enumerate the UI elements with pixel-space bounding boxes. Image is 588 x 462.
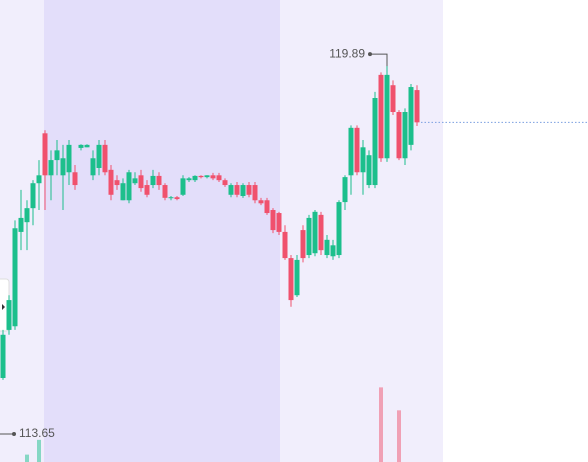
candle-body	[180, 178, 186, 195]
candle-body	[372, 98, 378, 186]
candle-body	[378, 74, 384, 159]
candle-body	[48, 160, 54, 176]
candle-body	[204, 175, 210, 178]
candle-body	[126, 172, 132, 201]
volume-bar	[25, 454, 29, 462]
candle-body	[120, 183, 126, 201]
candle-body	[132, 178, 138, 184]
candle-body	[246, 185, 252, 195]
candle-body	[66, 144, 72, 173]
candle-body	[324, 239, 330, 256]
candle-body	[366, 155, 372, 186]
candle-body	[42, 133, 48, 176]
volume-bar	[37, 439, 41, 462]
candle-body	[114, 180, 120, 186]
candle-body	[222, 180, 228, 186]
candle-body	[30, 183, 36, 209]
annotation-leader	[370, 53, 388, 67]
volume-bar	[397, 410, 401, 462]
candle-body	[108, 169, 114, 195]
candle-body	[156, 175, 162, 186]
candle-body	[234, 185, 240, 195]
candle-body	[270, 210, 276, 231]
candle-body	[174, 197, 180, 200]
candle-body	[306, 217, 312, 256]
volume-bar	[379, 387, 383, 462]
candle-body	[396, 112, 402, 159]
candle-body	[288, 258, 294, 301]
candle-body	[54, 150, 60, 161]
candle-body	[78, 144, 84, 148]
candle-body	[186, 178, 192, 181]
candle-body	[90, 158, 96, 176]
candle-body	[354, 127, 360, 173]
candle-body	[282, 231, 288, 259]
session-band	[44, 0, 280, 462]
candle-body	[0, 334, 6, 378]
candle-body	[138, 175, 144, 189]
candle-body	[216, 175, 222, 181]
annotation-label: 119.89	[329, 46, 365, 60]
candle-body	[312, 211, 318, 254]
candle-body	[384, 74, 390, 159]
candle-body	[330, 245, 336, 257]
candle-body	[144, 185, 150, 195]
candle-body	[228, 185, 234, 195]
candle-body	[240, 185, 246, 196]
candle-body	[348, 127, 354, 176]
annotation-label: 113.65	[19, 426, 55, 440]
candle-body	[96, 144, 102, 168]
candle-body	[300, 230, 306, 259]
candle-body	[60, 158, 66, 176]
candle-body	[198, 175, 204, 178]
candle-body	[12, 228, 18, 327]
candle-body	[72, 172, 78, 186]
candle-body	[318, 214, 324, 251]
candle-body	[276, 213, 282, 232]
candle-body	[84, 144, 90, 148]
candle-body	[294, 259, 300, 296]
annotation-dot	[12, 432, 16, 436]
candle-body	[168, 197, 174, 199]
candle-body	[24, 208, 30, 223]
candle-body	[342, 177, 348, 203]
candle-body	[192, 175, 198, 181]
candle-body	[414, 90, 420, 123]
candle-body	[258, 200, 264, 204]
candle-body	[162, 185, 168, 198]
candle-body	[390, 85, 396, 112]
candle-body	[264, 200, 270, 214]
candle-body	[6, 300, 12, 330]
candle-body	[252, 185, 258, 201]
candle-body	[360, 147, 366, 173]
candle-body	[102, 144, 108, 173]
annotation-dot	[368, 52, 372, 57]
candle-body	[402, 112, 408, 159]
candle-body	[18, 217, 24, 232]
candle-body	[150, 175, 156, 186]
candle-body	[210, 175, 216, 179]
candle-body	[336, 202, 342, 256]
candle-body	[408, 87, 414, 145]
candle-body	[36, 175, 42, 184]
